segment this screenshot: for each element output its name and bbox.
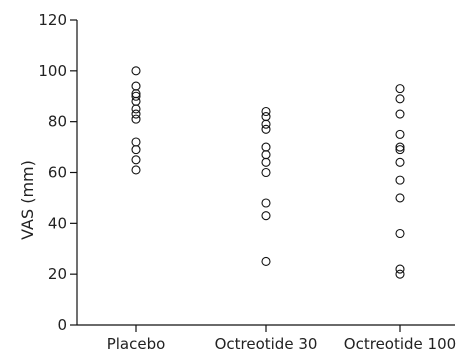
data-point bbox=[395, 84, 405, 94]
data-point bbox=[131, 104, 141, 114]
x-tick-label: Octreotide 100 bbox=[344, 335, 456, 351]
y-axis-title: VAS (mm) bbox=[18, 160, 37, 240]
data-point bbox=[395, 109, 405, 119]
y-tick-label: 80 bbox=[48, 113, 67, 131]
data-point bbox=[131, 96, 141, 106]
data-point bbox=[395, 269, 405, 279]
data-point bbox=[261, 112, 271, 122]
data-point bbox=[131, 155, 141, 165]
data-point bbox=[395, 175, 405, 185]
data-point bbox=[131, 145, 141, 155]
axes: 0 20 40 60 80 100 120 Placebo Octreotide 30 Octre… bbox=[38, 11, 456, 351]
data-point bbox=[395, 142, 405, 152]
x-tick-label: Placebo bbox=[107, 335, 166, 351]
y-tick-label: 120 bbox=[38, 11, 67, 29]
data-point bbox=[261, 119, 271, 129]
data-point bbox=[131, 165, 141, 175]
data-point bbox=[395, 145, 405, 155]
data-point bbox=[261, 157, 271, 167]
data-point bbox=[395, 94, 405, 104]
data-point bbox=[395, 228, 405, 239]
data-point bbox=[395, 264, 405, 274]
data-point bbox=[131, 114, 141, 124]
data-point bbox=[261, 167, 271, 178]
data-point bbox=[261, 211, 271, 221]
data-point bbox=[395, 129, 405, 139]
data-points bbox=[131, 66, 405, 279]
data-point bbox=[261, 124, 271, 134]
y-tick-label: 20 bbox=[48, 265, 67, 283]
data-point bbox=[131, 109, 141, 119]
data-point bbox=[261, 256, 271, 267]
data-point bbox=[261, 142, 271, 152]
data-point bbox=[395, 193, 405, 203]
data-point bbox=[261, 150, 271, 160]
data-point bbox=[131, 91, 141, 101]
data-point bbox=[131, 137, 141, 147]
data-point bbox=[131, 66, 141, 76]
y-tick-label: 100 bbox=[38, 62, 67, 80]
data-point bbox=[261, 198, 271, 208]
y-tick-label: 0 bbox=[57, 316, 67, 334]
data-point bbox=[261, 106, 271, 117]
y-tick-label: 40 bbox=[48, 214, 67, 232]
x-tick-label: Octreotide 30 bbox=[215, 335, 318, 351]
data-point bbox=[395, 157, 405, 167]
y-tick-label: 60 bbox=[48, 164, 67, 182]
data-point bbox=[131, 81, 141, 91]
